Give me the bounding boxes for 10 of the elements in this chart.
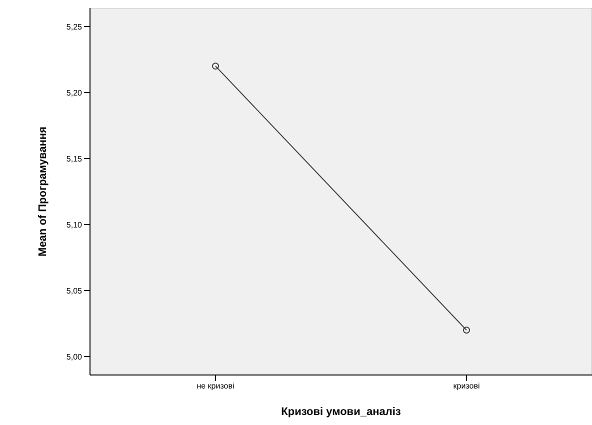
x-axis-title: Кризові умови_аналіз [281,406,402,418]
y-tick-label: 5,25 [66,22,83,32]
x-tick-label: не кризові [196,382,235,391]
y-tick-label: 5,15 [66,154,83,164]
y-tick-label: 5,10 [66,220,83,230]
y-tick-label: 5,20 [66,88,83,98]
y-tick-label: 5,05 [66,286,83,296]
y-axis-title: Mean of Програмування [36,126,49,256]
y-tick-label: 5,00 [66,352,83,362]
x-tick-label: кризові [453,382,480,391]
